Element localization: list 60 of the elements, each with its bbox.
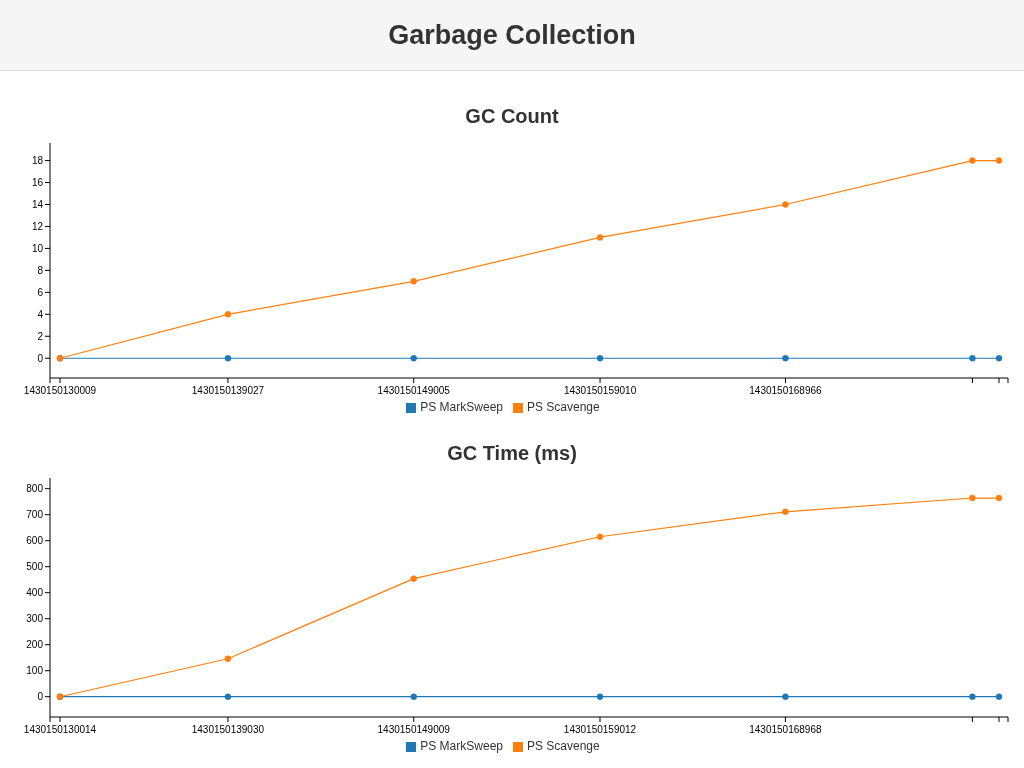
point — [224, 693, 232, 700]
x-tick-label: 1430150130009 — [23, 385, 97, 396]
point — [224, 655, 232, 662]
y-tick-label: 4 — [37, 308, 44, 320]
point — [596, 354, 604, 362]
point — [995, 354, 1003, 362]
point — [410, 693, 417, 700]
y-tick-label: 6 — [37, 286, 44, 298]
point — [782, 201, 789, 208]
point — [410, 278, 417, 285]
point — [782, 354, 789, 362]
y-tick-label: 700 — [26, 509, 44, 521]
y-tick-label: 8 — [37, 264, 44, 276]
y-tick-label: 12 — [31, 220, 44, 232]
y-tick-label: 500 — [26, 561, 44, 573]
point — [410, 354, 417, 362]
point — [969, 693, 976, 700]
y-tick-label: 10 — [31, 242, 44, 254]
point — [969, 494, 976, 502]
x-tick-label: 1430150139030 — [191, 724, 265, 735]
chart-title: GC Count — [464, 104, 560, 129]
y-tick-label: 300 — [26, 613, 44, 625]
x-tick-label: 1430150130014 — [23, 724, 97, 735]
y-tick-label: 0 — [37, 691, 44, 703]
point — [410, 575, 417, 582]
x-tick-label: 1430150149005 — [377, 385, 451, 396]
chart-title: GC Time (ms) — [446, 441, 578, 466]
point — [224, 311, 232, 318]
x-tick-label: 1430150139027 — [191, 385, 265, 396]
y-tick-label: 200 — [26, 639, 44, 651]
point — [782, 508, 789, 516]
x-tick-label: 1430150168966 — [749, 385, 823, 396]
point — [782, 693, 789, 700]
point — [596, 533, 604, 541]
y-tick-label: 100 — [26, 665, 44, 677]
y-tick-label: 800 — [26, 483, 44, 495]
x-tick-label: 1430150168968 — [749, 724, 822, 735]
legend-label: PS Scavenge — [526, 400, 600, 414]
point — [596, 693, 604, 700]
x-tick-label: 1430150159010 — [563, 385, 637, 396]
legend-label: PS Scavenge — [526, 739, 600, 753]
point — [596, 234, 604, 241]
y-tick-label: 2 — [37, 330, 44, 342]
y-tick-label: 16 — [31, 177, 44, 189]
point — [995, 157, 1003, 164]
point — [224, 354, 232, 362]
x-tick-label: 1430150149009 — [377, 724, 451, 735]
y-tick-label: 0 — [37, 352, 44, 364]
x-tick-label: 1430150159012 — [563, 724, 637, 735]
point — [995, 693, 1003, 700]
y-tick-label: 600 — [26, 535, 44, 547]
text: Garbage Collection — [388, 19, 636, 51]
y-tick-label: 18 — [31, 155, 44, 167]
legend-label: PS MarkSweep — [420, 739, 503, 753]
y-tick-label: 14 — [31, 199, 44, 210]
point — [995, 494, 1003, 502]
point — [969, 157, 976, 164]
point — [969, 354, 976, 362]
legend-label: PS MarkSweep — [420, 400, 503, 414]
y-tick-label: 400 — [26, 587, 44, 599]
